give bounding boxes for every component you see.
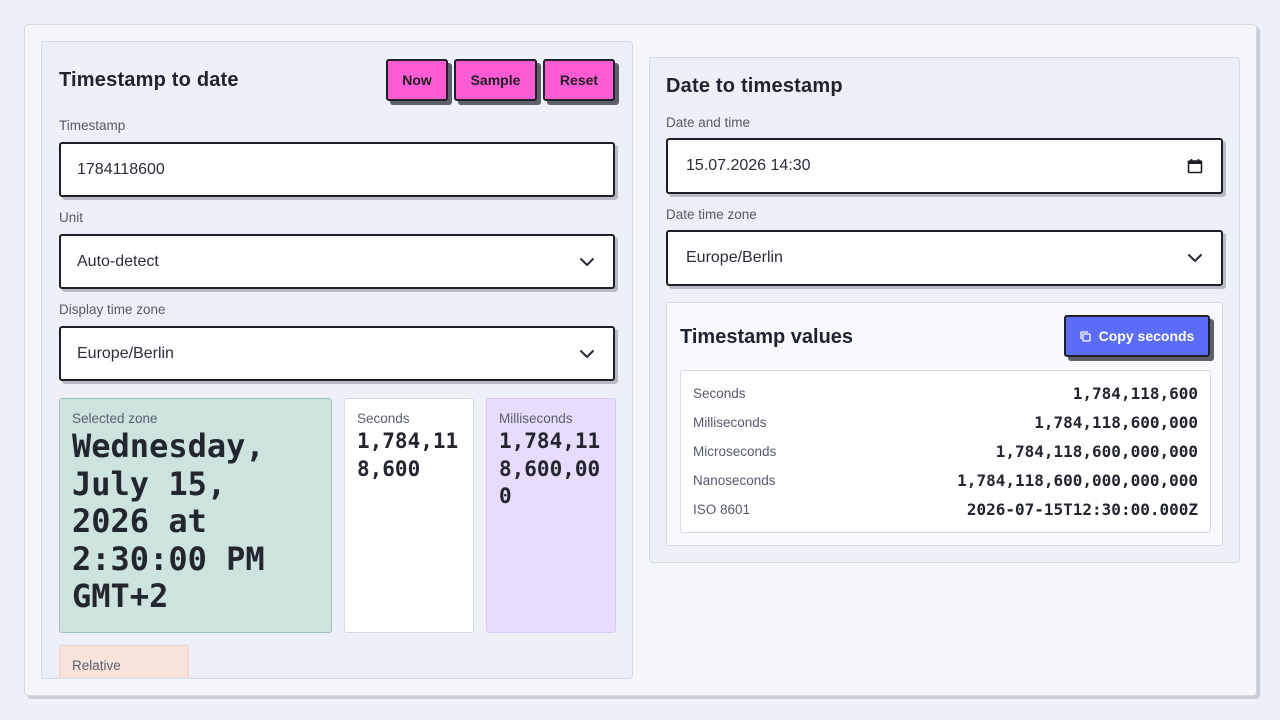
reset-button[interactable]: Reset — [543, 59, 615, 101]
panel-title: Date to timestamp — [666, 75, 843, 97]
display-tz-select[interactable]: Europe/Berlin — [59, 326, 615, 381]
table-row: Microseconds 1,784,118,600,000,000 — [693, 437, 1198, 466]
timestamp-values-title: Timestamp values — [680, 326, 854, 348]
timestamp-to-date-panel: Timestamp to date Now Sample Reset Times… — [41, 41, 633, 679]
row-value: 2026-07-15T12:30:00.000Z — [966, 500, 1198, 519]
table-row: Seconds 1,784,118,600 — [693, 379, 1198, 408]
date-tz-value: Europe/Berlin — [686, 249, 783, 266]
row-key: ISO 8601 — [693, 502, 751, 517]
row-value: 1,784,118,600,000,000 — [995, 442, 1198, 461]
datetime-label: Date and time — [666, 115, 751, 130]
date-to-timestamp-panel: Date to timestamp Date and time 15.07.20… — [649, 57, 1240, 563]
app-frame: Timestamp to date Now Sample Reset Times… — [24, 24, 1257, 696]
relative-card: Relative — [59, 645, 189, 678]
row-key: Milliseconds — [693, 415, 767, 430]
unit-label: Unit — [59, 210, 84, 225]
row-key: Nanoseconds — [693, 473, 776, 488]
datetime-input[interactable]: 15.07.2026 14:30 — [666, 138, 1223, 194]
copy-icon — [1079, 330, 1091, 342]
seconds-value: 1,784,118,600 — [357, 429, 459, 481]
milliseconds-value: 1,784,118,600,000 — [499, 429, 601, 508]
copy-seconds-button[interactable]: Copy seconds — [1064, 315, 1210, 357]
row-value: 1,784,118,600 — [1072, 384, 1198, 403]
chevron-down-icon — [580, 349, 594, 358]
seconds-card: Seconds 1,784,118,600 — [344, 398, 474, 633]
copy-seconds-label: Copy seconds — [1098, 328, 1195, 344]
display-tz-value: Europe/Berlin — [77, 344, 174, 362]
milliseconds-card: Milliseconds 1,784,118,600,000 — [486, 398, 616, 633]
unit-select[interactable]: Auto-detect — [59, 234, 615, 289]
timestamp-value: 1784118600 — [77, 160, 165, 178]
table-row: Nanoseconds 1,784,118,600,000,000,000 — [693, 466, 1198, 495]
selected-zone-value: Wednesday, July 15, 2026 at 2:30:00 PM G… — [72, 427, 265, 615]
table-row: Milliseconds 1,784,118,600,000 — [693, 408, 1198, 437]
display-tz-label: Display time zone — [59, 302, 166, 317]
milliseconds-label: Milliseconds — [499, 411, 573, 426]
row-key: Microseconds — [693, 444, 777, 459]
timestamp-label: Timestamp — [59, 118, 126, 133]
panel-title: Timestamp to date — [59, 69, 239, 91]
table-row: ISO 8601 2026-07-15T12:30:00.000Z — [693, 495, 1198, 524]
date-tz-select[interactable]: Europe/Berlin — [666, 230, 1223, 286]
chevron-down-icon — [580, 257, 594, 266]
timestamp-values-table: Seconds 1,784,118,600 Milliseconds 1,784… — [680, 370, 1211, 533]
seconds-label: Seconds — [357, 411, 410, 426]
unit-value: Auto-detect — [77, 252, 159, 270]
now-button[interactable]: Now — [386, 59, 448, 101]
calendar-icon[interactable] — [1187, 158, 1203, 174]
timestamp-values-card: Timestamp values Copy seconds Seconds 1,… — [666, 302, 1223, 546]
timestamp-input[interactable]: 1784118600 — [59, 142, 615, 197]
relative-label: Relative — [72, 658, 121, 673]
selected-zone-card: Selected zone Wednesday, July 15, 2026 a… — [59, 398, 332, 633]
row-key: Seconds — [693, 386, 746, 401]
row-value: 1,784,118,600,000 — [1034, 413, 1198, 432]
date-tz-label: Date time zone — [666, 207, 757, 222]
selected-zone-label: Selected zone — [72, 411, 158, 426]
sample-button[interactable]: Sample — [454, 59, 537, 101]
row-value: 1,784,118,600,000,000,000 — [957, 471, 1198, 490]
chevron-down-icon — [1188, 254, 1202, 262]
datetime-value: 15.07.2026 14:30 — [686, 157, 811, 174]
